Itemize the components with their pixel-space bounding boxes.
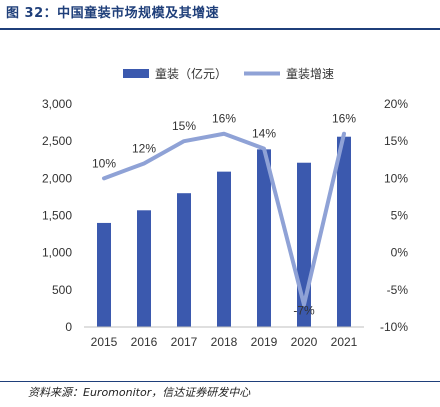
x-tick-label: 2015 xyxy=(91,335,118,349)
bar-2017 xyxy=(177,193,191,327)
right-tick-label: 15% xyxy=(384,134,408,148)
left-tick-label: 1,500 xyxy=(42,209,72,223)
growth-data-label: 10% xyxy=(92,156,116,170)
bar-2016 xyxy=(137,210,151,327)
chart-legend: 童装（亿元） 童装增速 xyxy=(123,66,334,81)
left-tick-label: 500 xyxy=(52,283,72,297)
left-y-axis: 0 500 1,000 1,500 2,000 2,500 3,000 xyxy=(42,97,72,334)
x-tick-label: 2016 xyxy=(131,335,158,349)
growth-chart: 童装（亿元） 童装增速 0 500 1,000 1,500 2,000 2,500 3,000… xyxy=(42,66,408,349)
bar-2019 xyxy=(257,149,271,327)
line-series: 10% 12% 15% 16% 14% -7% 16% xyxy=(92,112,356,318)
growth-data-label: -7% xyxy=(293,304,315,318)
left-tick-label: 2,500 xyxy=(42,134,72,148)
left-tick-label: 3,000 xyxy=(42,97,72,111)
right-tick-label: 0% xyxy=(391,246,409,260)
growth-data-label: 14% xyxy=(252,127,276,141)
bar-2018 xyxy=(217,171,231,327)
x-tick-label: 2020 xyxy=(291,335,318,349)
figure-title: 图 32：中国童装市场规模及其增速 xyxy=(6,6,220,21)
x-tick-label: 2021 xyxy=(331,335,358,349)
bar-2015 xyxy=(97,222,111,327)
growth-data-label: 16% xyxy=(332,112,356,126)
x-tick-label: 2017 xyxy=(171,335,198,349)
right-tick-label: -5% xyxy=(387,283,409,297)
x-tick-label: 2019 xyxy=(251,335,278,349)
growth-data-label: 16% xyxy=(212,112,236,126)
legend-bar-swatch xyxy=(123,69,149,78)
right-y-axis: -10% -5% 0% 5% 10% 15% 20% xyxy=(380,97,408,334)
right-tick-label: 5% xyxy=(391,209,409,223)
x-tick-label: 2018 xyxy=(211,335,238,349)
source-note: 资料来源：Euromonitor，信达证券研发中心 xyxy=(28,386,251,399)
bar-2021 xyxy=(337,136,351,327)
source-divider xyxy=(0,381,440,382)
right-tick-label: 20% xyxy=(384,97,408,111)
growth-data-label: 15% xyxy=(172,119,196,133)
left-tick-label: 1,000 xyxy=(42,246,72,260)
legend-bar-label: 童装（亿元） xyxy=(155,66,227,81)
legend-line-label: 童装增速 xyxy=(286,66,334,81)
left-tick-label: 0 xyxy=(65,320,72,334)
right-tick-label: -10% xyxy=(380,320,408,334)
growth-data-label: 12% xyxy=(132,141,156,155)
right-tick-label: 10% xyxy=(384,171,408,185)
title-divider xyxy=(0,28,440,30)
left-tick-label: 2,000 xyxy=(42,171,72,185)
growth-line xyxy=(102,131,346,307)
x-axis: 2015 2016 2017 2018 2019 2020 2021 xyxy=(84,326,364,349)
